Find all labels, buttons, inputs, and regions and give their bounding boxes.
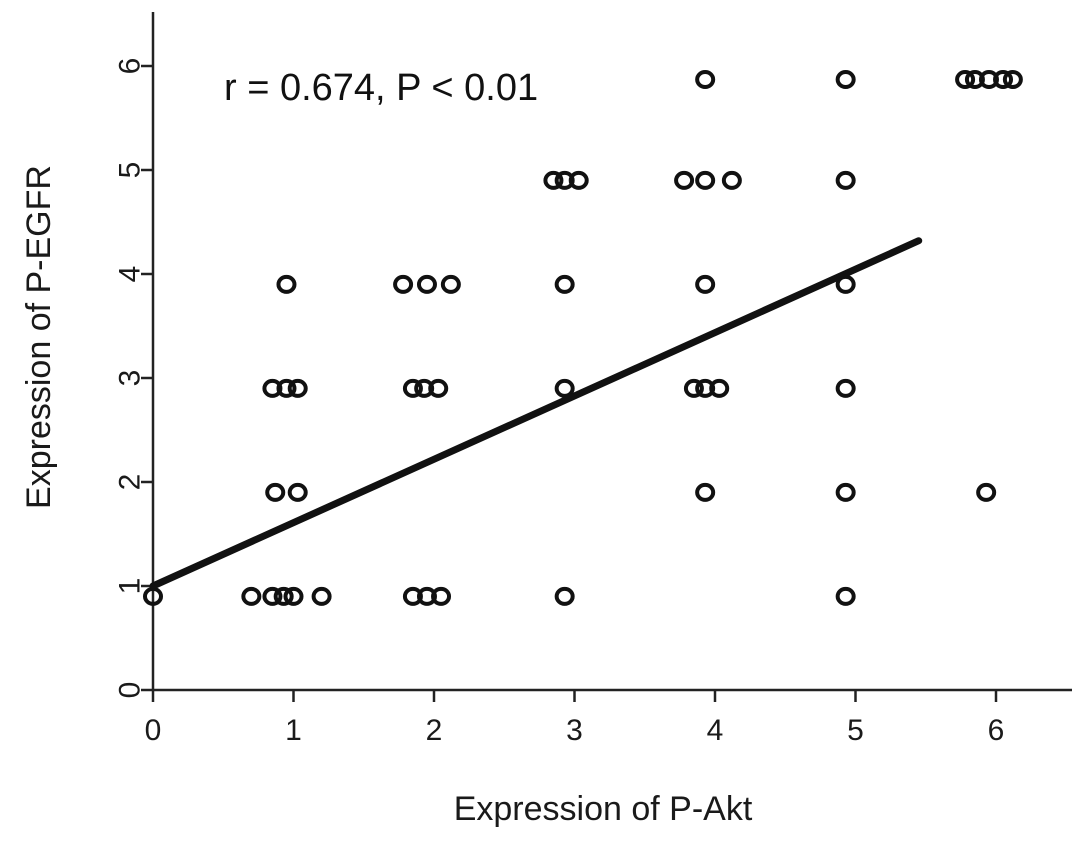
data-point	[993, 70, 1014, 90]
data-point	[695, 274, 716, 294]
data-point	[402, 378, 423, 398]
x-tick-label: 1	[285, 714, 302, 747]
y-tick-label: 2	[114, 474, 147, 491]
x-tick-label: 4	[707, 714, 724, 747]
x-tick-label: 2	[426, 714, 443, 747]
y-tick-label: 5	[114, 162, 147, 179]
data-point	[416, 274, 437, 294]
data-point	[440, 274, 461, 294]
x-tick-label: 6	[988, 714, 1005, 747]
data-point	[674, 170, 695, 190]
y-tick-label: 1	[114, 578, 147, 595]
axes: 0 1 2 3 4 5 6 0 1 2 3 4 5 6	[114, 12, 1072, 747]
data-point	[695, 170, 716, 190]
data-point	[262, 586, 283, 606]
data-point	[976, 482, 997, 502]
y-tick-label: 3	[114, 370, 147, 387]
data-point	[543, 170, 564, 190]
data-point	[273, 586, 294, 606]
data-point	[311, 586, 332, 606]
data-point	[554, 274, 575, 294]
regression-line	[149, 237, 923, 590]
data-point	[695, 70, 716, 90]
x-tick-label: 0	[145, 714, 162, 747]
data-point	[241, 586, 262, 606]
data-point	[276, 378, 297, 398]
data-point	[709, 378, 730, 398]
data-point	[695, 482, 716, 502]
trendline-layer	[149, 237, 923, 590]
data-point	[554, 586, 575, 606]
data-point	[568, 170, 589, 190]
x-axis-title: Expression of P-Akt	[454, 790, 753, 828]
data-point	[835, 482, 856, 502]
data-point	[276, 274, 297, 294]
data-point	[955, 70, 976, 90]
data-point	[721, 170, 742, 190]
data-point	[835, 170, 856, 190]
data-point	[265, 482, 286, 502]
data-point	[835, 70, 856, 90]
data-point	[431, 586, 452, 606]
y-tick-label: 4	[114, 266, 147, 283]
y-axis-title: Expression of P-EGFR	[20, 165, 58, 509]
data-point	[283, 586, 304, 606]
data-point	[428, 378, 449, 398]
data-point	[393, 274, 414, 294]
data-point	[1002, 70, 1023, 90]
correlation-annotation: r = 0.674, P < 0.01	[224, 67, 538, 109]
data-points	[143, 70, 1023, 606]
data-point	[683, 378, 704, 398]
y-tick-label: 0	[114, 682, 147, 699]
y-tick-label: 6	[114, 58, 147, 75]
data-point	[287, 378, 308, 398]
x-tick-label: 5	[847, 714, 864, 747]
x-tick-label: 3	[566, 714, 583, 747]
data-point	[835, 586, 856, 606]
data-point	[554, 378, 575, 398]
data-point	[287, 482, 308, 502]
data-point	[835, 378, 856, 398]
